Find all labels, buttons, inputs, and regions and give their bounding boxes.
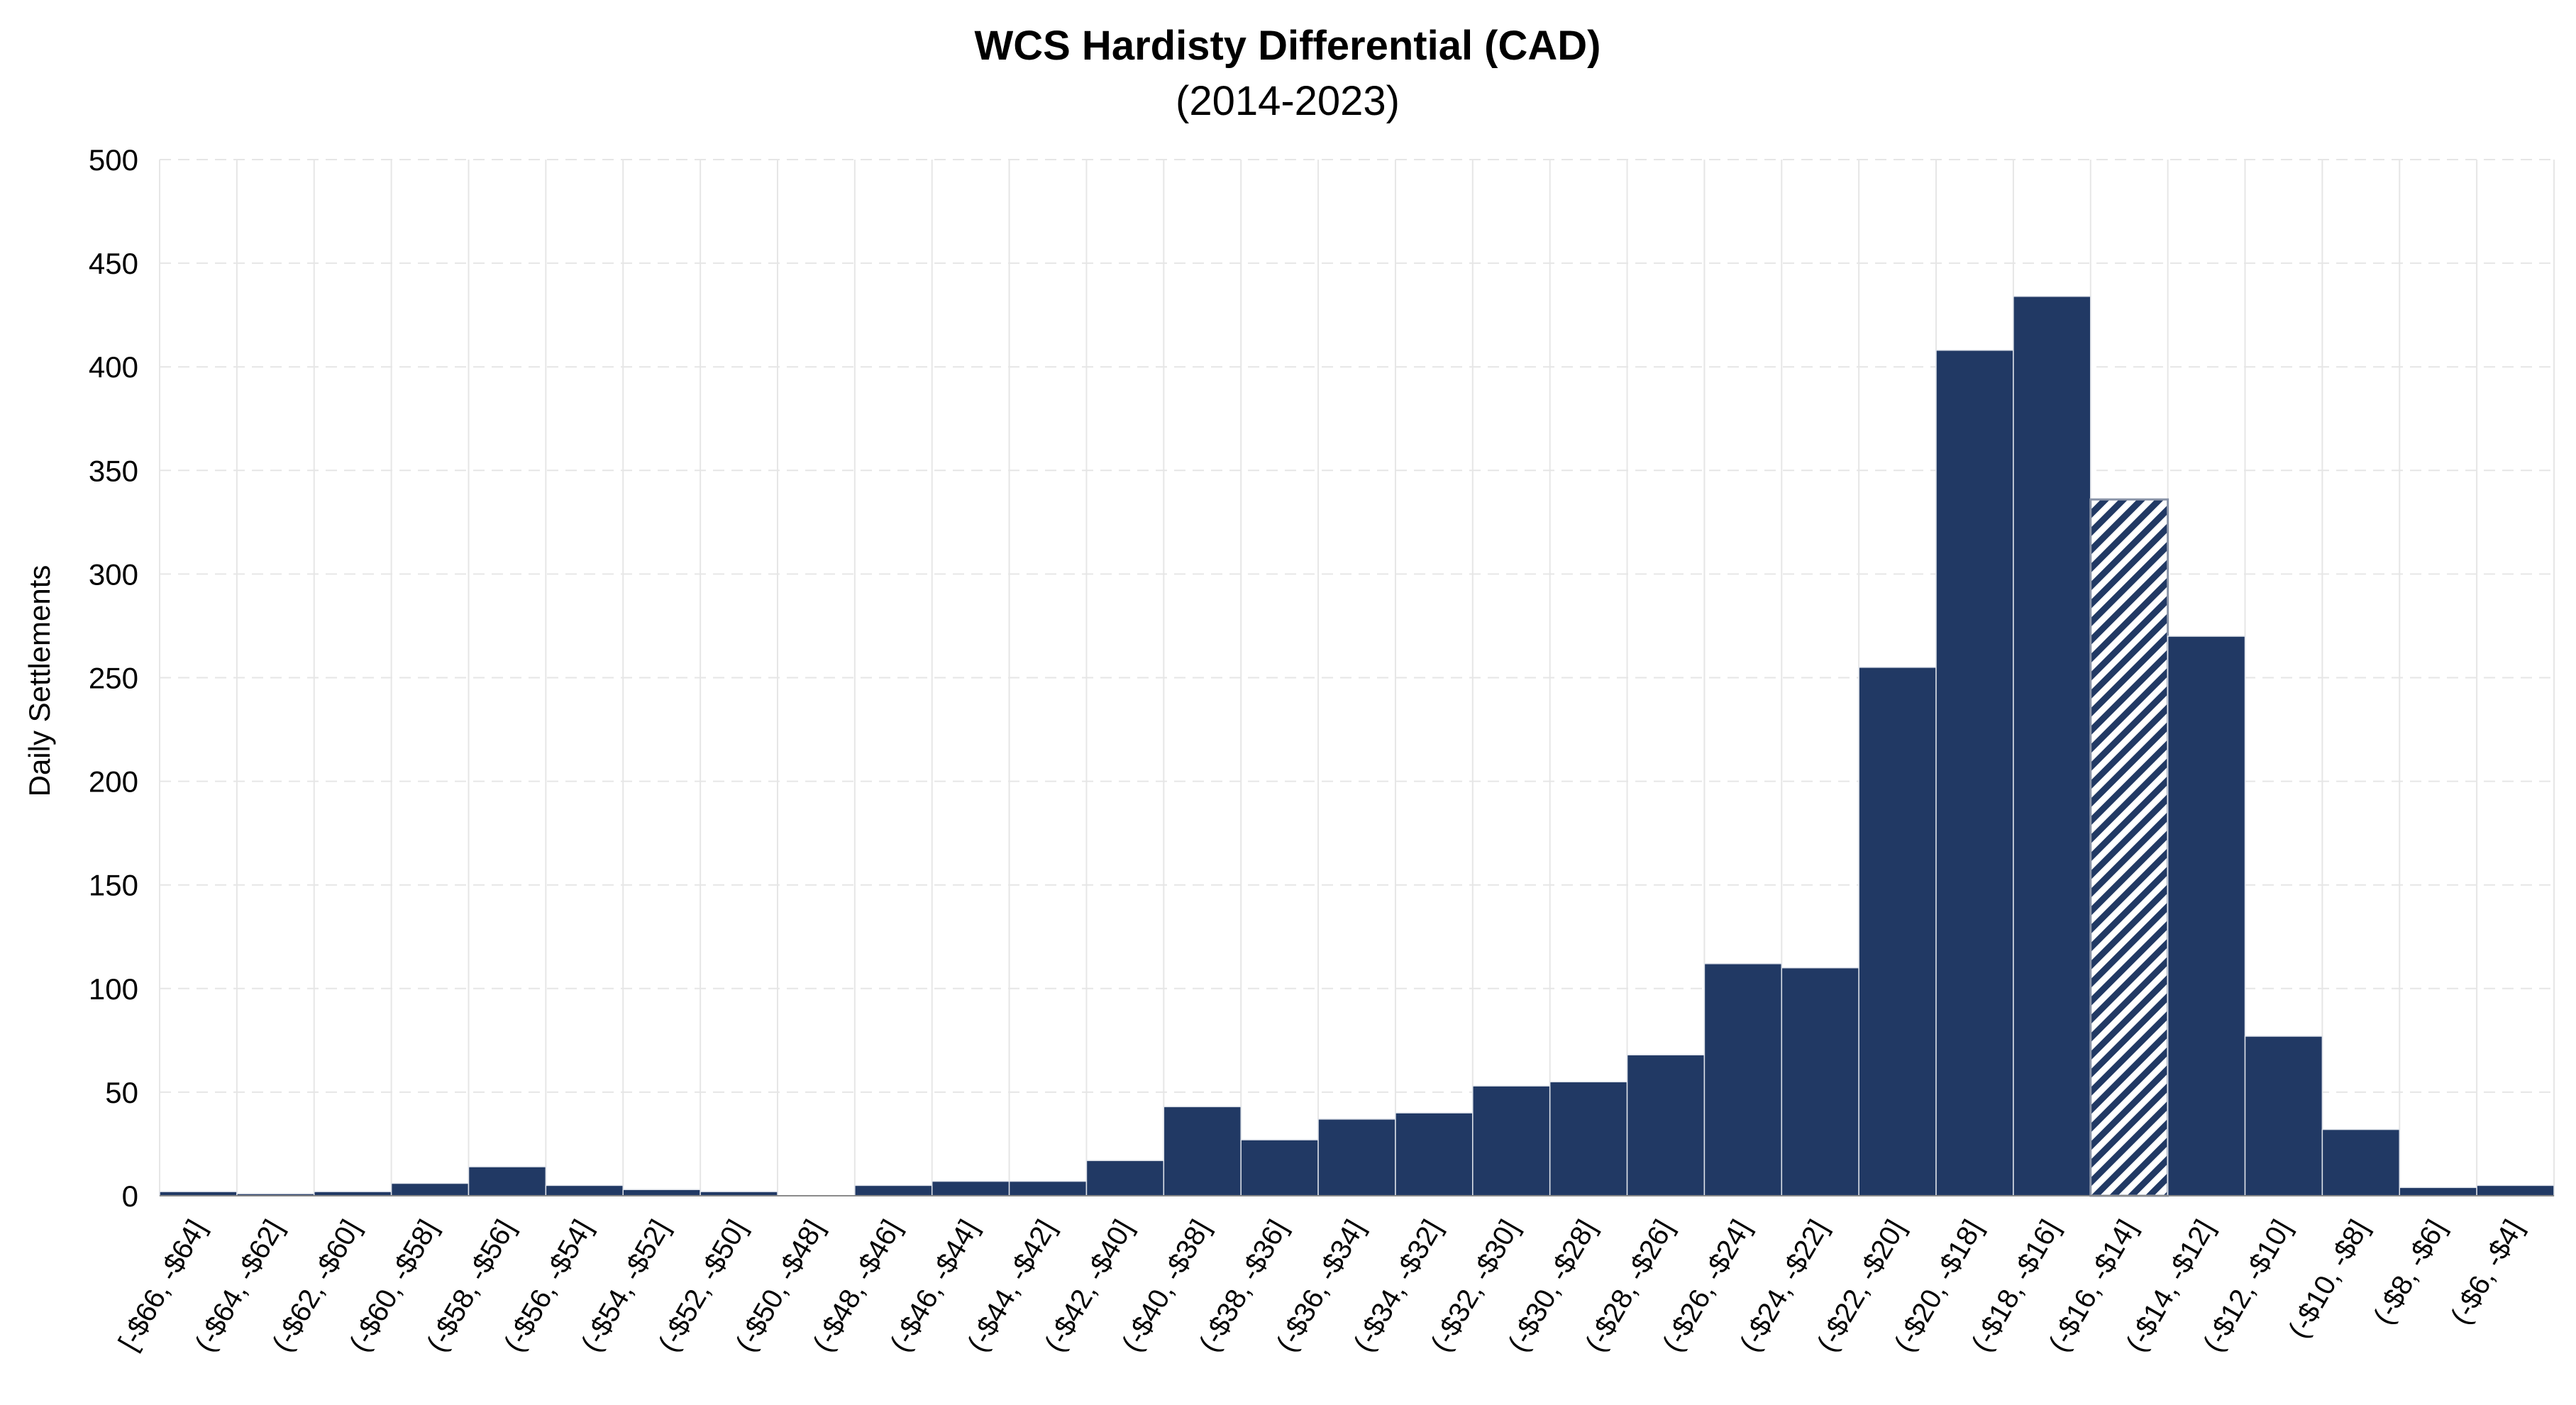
y-tick-label: 50 xyxy=(105,1076,138,1109)
bar xyxy=(1858,667,1937,1196)
y-tick-label: 350 xyxy=(89,454,138,487)
bar xyxy=(931,1180,1010,1196)
bar xyxy=(2244,1035,2323,1196)
y-tick-label: 300 xyxy=(89,557,138,591)
bar xyxy=(545,1184,624,1196)
bar xyxy=(1626,1054,1706,1196)
bar xyxy=(1008,1180,1088,1196)
bar xyxy=(2167,635,2246,1196)
y-tick-label: 150 xyxy=(89,869,138,902)
bar xyxy=(1781,967,1859,1196)
bar xyxy=(1163,1106,1242,1196)
y-tick-label: 100 xyxy=(89,972,138,1006)
bar xyxy=(622,1189,701,1196)
bars-layer xyxy=(159,296,2555,1197)
bar-highlight xyxy=(2089,498,2169,1197)
bar xyxy=(2321,1128,2401,1196)
y-tick-label: 200 xyxy=(89,765,138,799)
y-tick-label: 0 xyxy=(122,1179,138,1213)
x-tick-label: (-$8, -$6] xyxy=(2367,1215,2452,1331)
y-tick-label: 500 xyxy=(89,143,138,177)
bar xyxy=(2013,296,2091,1196)
bar xyxy=(1395,1112,1474,1196)
bar xyxy=(854,1184,933,1196)
chart-subtitle: (2014-2023) xyxy=(1176,78,1400,124)
y-tick-label: 400 xyxy=(89,350,138,384)
bar xyxy=(1935,350,2014,1196)
bar xyxy=(1472,1085,1551,1196)
y-tick-label: 250 xyxy=(89,662,138,695)
y-tick-labels: 0 50 100 150 200 250 300 350 400 450 500 xyxy=(89,143,138,1213)
bar xyxy=(1703,962,1783,1196)
bar xyxy=(1240,1139,1319,1196)
bar xyxy=(468,1166,547,1196)
x-tick-label: (-$6, -$4] xyxy=(2445,1215,2529,1331)
bar xyxy=(1317,1118,1396,1196)
x-tick-label: (-$10, -$8] xyxy=(2282,1215,2375,1344)
x-tick-labels: [-$66, -$64](-$64, -$62](-$62, -$60](-$6… xyxy=(113,1215,2530,1357)
bar xyxy=(390,1182,470,1196)
bar xyxy=(1549,1081,1628,1196)
bar xyxy=(2399,1187,2477,1196)
bar xyxy=(2476,1184,2555,1196)
chart-title: WCS Hardisty Differential (CAD) xyxy=(975,23,1601,69)
y-tick-label: 450 xyxy=(89,247,138,280)
bar xyxy=(1085,1160,1165,1196)
y-axis-label: Daily Settlements xyxy=(23,565,56,797)
